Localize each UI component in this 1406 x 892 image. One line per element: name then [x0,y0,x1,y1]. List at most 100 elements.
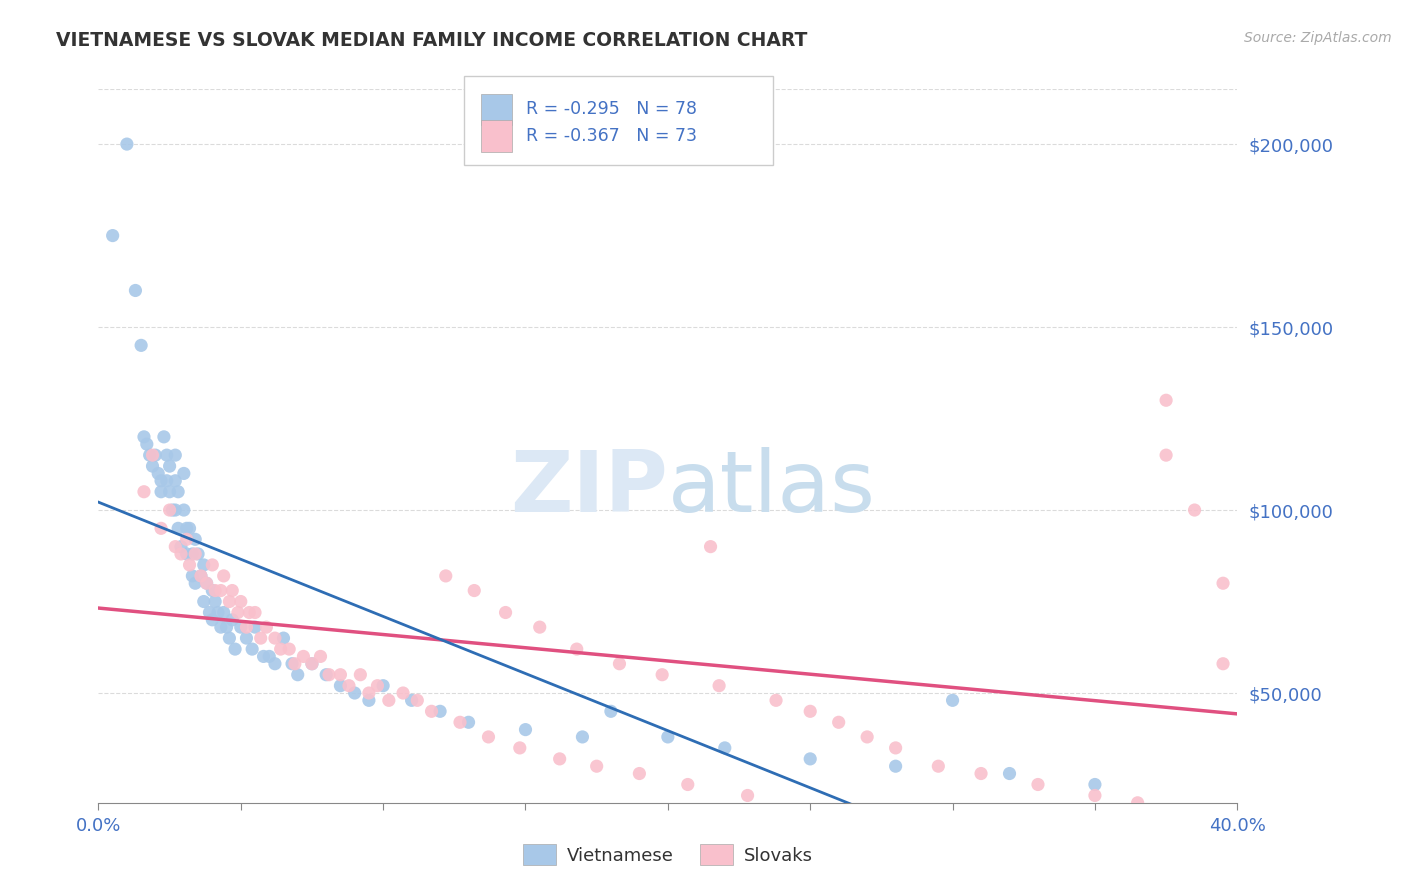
Point [212,569,235,583]
Point [927,759,949,773]
Point [600,704,623,718]
Point [585,759,607,773]
Point [135,437,157,451]
Point [349,667,371,681]
Point [179,521,201,535]
Point [165,448,187,462]
Y-axis label: Median Family Income: Median Family Income [0,356,7,536]
Point [264,631,287,645]
Text: R = -0.367   N = 73: R = -0.367 N = 73 [526,127,697,145]
Point [463,583,485,598]
Point [273,631,295,645]
Point [657,730,679,744]
Point [884,759,907,773]
Point [221,583,243,598]
Point [181,547,204,561]
Point [571,730,593,744]
Point [173,467,195,481]
Point [429,704,451,718]
Point [457,715,479,730]
Point [204,594,226,608]
Point [148,467,170,481]
Point [378,693,401,707]
Point [124,284,146,298]
Point [167,484,190,499]
Point [201,583,224,598]
Point [301,657,323,671]
Point [628,766,651,780]
Point [150,521,173,535]
Point [207,606,229,620]
Point [229,620,252,634]
Point [229,594,252,608]
Point [184,533,207,547]
Point [176,533,198,547]
Point [243,620,266,634]
Point [292,649,315,664]
Point [357,693,380,707]
Point [218,631,240,645]
Point [1084,777,1107,791]
Point [373,679,395,693]
Point [942,693,965,707]
Point [548,752,571,766]
Point [101,228,124,243]
Text: R = -0.295   N = 78: R = -0.295 N = 78 [526,100,697,119]
Point [224,642,246,657]
Point [156,474,179,488]
Point [238,606,260,620]
Point [129,338,152,352]
Point [184,547,207,561]
Text: ZIP: ZIP [510,447,668,531]
Point [218,594,240,608]
Point [884,740,907,755]
Point [799,704,821,718]
Point [420,704,443,718]
Point [495,606,517,620]
Point [204,583,226,598]
Point [1154,393,1177,408]
Point [190,569,212,583]
Point [132,484,155,499]
Point [226,606,249,620]
Point [1184,503,1206,517]
Point [529,620,551,634]
Point [998,766,1021,780]
Point [132,430,155,444]
Point [301,657,323,671]
Point [828,715,851,730]
Point [1212,657,1234,671]
Point [765,693,787,707]
Point [170,547,193,561]
Point [609,657,631,671]
Point [138,448,160,462]
Point [173,503,195,517]
Point [167,521,190,535]
Point [215,620,238,634]
Point [270,642,292,657]
Point [477,730,499,744]
Point [449,715,471,730]
Point [278,642,301,657]
Point [150,474,173,488]
Point [176,521,198,535]
Point [153,430,176,444]
Point [357,686,380,700]
Point [329,679,352,693]
Point [115,137,138,152]
Point [162,503,184,517]
Point [509,740,531,755]
Point [366,679,388,693]
Point [209,620,232,634]
Point [401,693,423,707]
Point [1154,448,1177,462]
Point [1212,576,1234,591]
Point [235,631,257,645]
Point [737,789,759,803]
Point [1026,777,1049,791]
Text: VIETNAMESE VS SLOVAK MEDIAN FAMILY INCOME CORRELATION CHART: VIETNAMESE VS SLOVAK MEDIAN FAMILY INCOM… [56,31,807,50]
Point [1126,796,1149,810]
Legend: Vietnamese, Slovaks: Vietnamese, Slovaks [516,837,820,872]
Point [249,631,271,645]
Point [235,620,257,634]
